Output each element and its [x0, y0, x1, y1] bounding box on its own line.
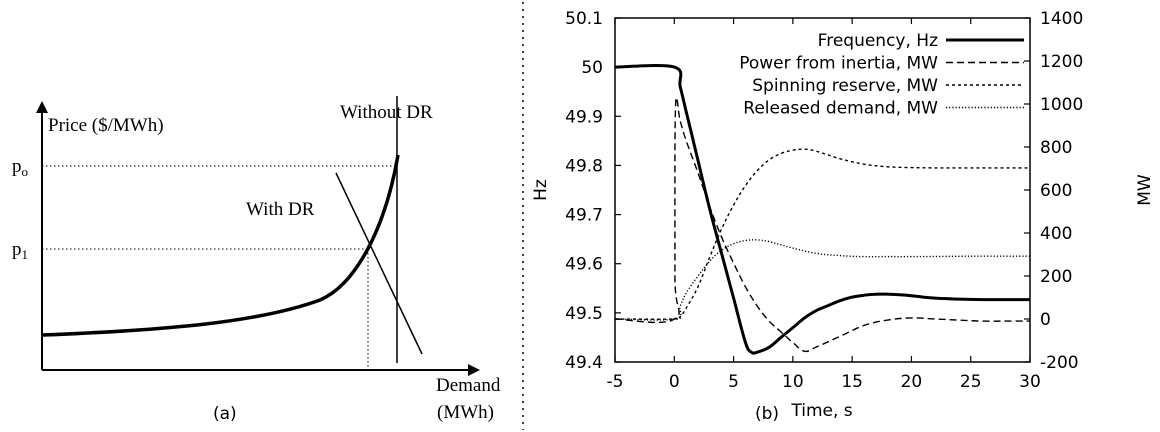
y-right-tick-label: 200	[1040, 267, 1072, 287]
series-line-2	[614, 148, 1030, 320]
y-left-tick-label: 49.4	[565, 353, 603, 373]
panel-b-legend: Frequency, Hz Power from inertia, MWSpinn…	[739, 31, 1024, 119]
x-tick-label: 0	[669, 372, 680, 392]
x-tick-label: -5	[607, 372, 624, 392]
panel-b-label: (b)	[755, 404, 779, 424]
legend-label-1: Power from inertia, MW	[739, 54, 938, 74]
series-line-0	[614, 64, 1030, 355]
y-left-tick-label: 49.5	[565, 304, 603, 324]
y-left-tick-label: 49.6	[565, 255, 603, 275]
legend-label-0: Frequency, Hz	[818, 31, 938, 51]
legend-label-2: Spinning reserve, MW	[752, 76, 938, 96]
panel-a-with-dr-line	[335, 172, 423, 355]
panel-a-x-axis-label: Demand	[436, 375, 501, 396]
x-tick-label: 30	[1019, 372, 1041, 392]
y-left-tick-label: 50.1	[565, 9, 603, 29]
y-right-tick-label: -200	[1040, 353, 1079, 373]
panel-b-frequency-response-chart: -5 0 5 10 15 20 25 30 49.4 49.5 49.6 49.7 49.8 49.9 50…	[531, 9, 1155, 424]
y-right-tick-label: 600	[1040, 181, 1072, 201]
y-right-tick-label: 0	[1040, 310, 1051, 330]
panel-b-series	[614, 64, 1031, 355]
panel-a-without-dr-label: Without DR	[340, 102, 433, 123]
y-right-tick-label: 1200	[1040, 52, 1083, 72]
y-left-tick-label: 49.7	[565, 206, 603, 226]
legend-label-3: Released demand, MW	[743, 99, 938, 119]
y-left-tick-label: 49.9	[565, 107, 603, 127]
series-line-1	[614, 97, 1030, 353]
panel-b-y-right-label: MW	[1135, 174, 1155, 206]
panel-b-y-left-label: Hz	[531, 179, 551, 201]
panel-b-ticks: -5 0 5 10 15 20 25 30 49.4 49.5 49.6 49.7 49.8 49.9 50…	[565, 9, 1083, 392]
panel-a-price-marker-p1: p1	[12, 239, 28, 262]
y-left-tick-label: 49.8	[565, 156, 603, 176]
y-left-tick-label: 50	[581, 58, 603, 78]
y-right-tick-label: 400	[1040, 224, 1072, 244]
x-tick-label: 25	[960, 372, 982, 392]
panel-a-price-marker-po: po	[12, 156, 28, 179]
panel-a-x-axis-unit: (MWh)	[437, 402, 494, 423]
panel-a-label: (a)	[213, 404, 237, 424]
x-tick-label: 5	[728, 372, 739, 392]
panel-b-x-axis-label: Time, s	[790, 401, 852, 421]
y-right-tick-label: 1400	[1040, 9, 1083, 29]
y-right-tick-label: 800	[1040, 138, 1072, 158]
x-tick-label: 15	[841, 372, 863, 392]
panel-a-y-axis-label: Price ($/MWh)	[48, 115, 164, 136]
panel-a-supply-curve	[42, 154, 400, 337]
x-tick-label: 10	[782, 372, 804, 392]
panel-a-with-dr-label: With DR	[246, 199, 315, 220]
y-right-tick-label: 1000	[1040, 95, 1083, 115]
panel-a-demand-response-sketch: Price ($/MWh) po p1 Without DR With DR D…	[12, 96, 501, 424]
series-line-3	[614, 239, 1031, 321]
x-tick-label: 20	[901, 372, 923, 392]
